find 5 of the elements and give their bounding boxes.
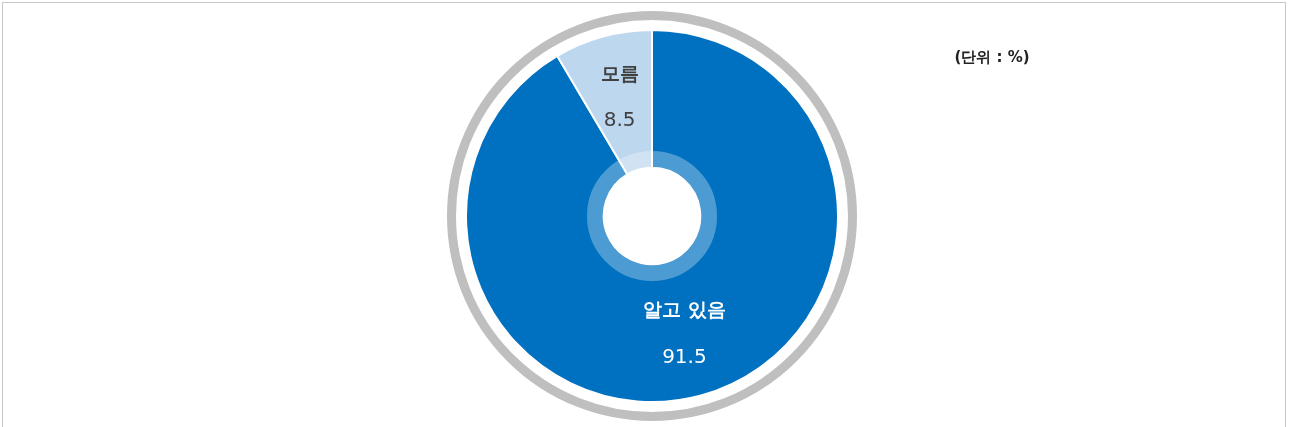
text: (단위 : %) bbox=[954, 47, 1030, 66]
slice-label: 알고 있음 bbox=[643, 298, 726, 321]
data-label: 91.5 bbox=[662, 343, 707, 368]
slice-label: 모름 bbox=[600, 61, 639, 84]
data-label: 8.5 bbox=[603, 106, 636, 131]
